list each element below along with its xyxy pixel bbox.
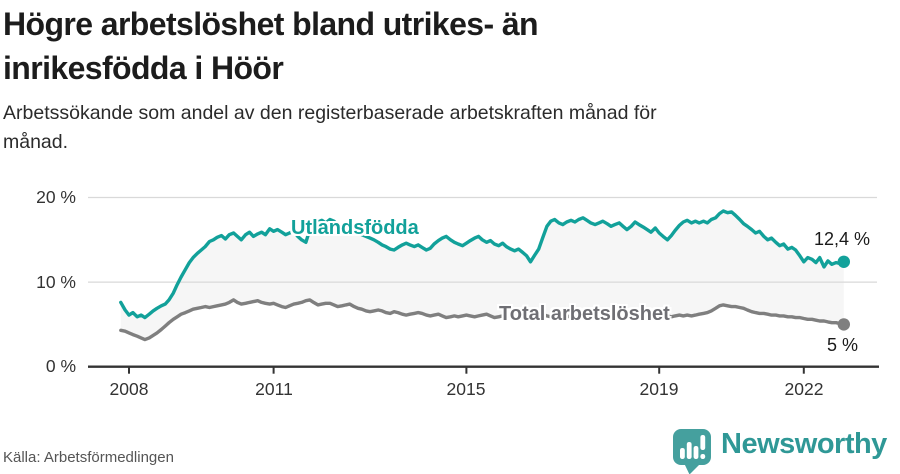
- series-label-total-arbetsloshet: Total arbetslöshet: [499, 303, 670, 325]
- newsworthy-wordmark: Newsworthy: [721, 428, 887, 460]
- chart-subtitle: Arbetssökande som andel av den registerb…: [3, 99, 843, 157]
- x-tick-label-2015: 2015: [446, 379, 486, 399]
- newsworthy-bubble-chart-icon: [673, 429, 711, 474]
- x-tick-label-2011: 2011: [255, 379, 293, 399]
- title-line-2: inrikesfödda i Höör: [3, 50, 284, 86]
- title-line-1: Högre arbetslöshet bland utrikes- än: [3, 6, 539, 42]
- x-tick-label-2019: 2019: [639, 379, 679, 399]
- y-tick-label-20: 20 %: [36, 187, 76, 207]
- newsworthy-logo[interactable]: Newsworthy: [672, 426, 898, 474]
- page-title: Högre arbetslöshet bland utrikes- än inr…: [3, 2, 743, 90]
- subtitle-line-2: månad.: [3, 131, 69, 153]
- x-tick-label-2022: 2022: [784, 379, 824, 399]
- source-credit: Källa: Arbetsförmedlingen: [3, 449, 174, 466]
- subtitle-line-1: Arbetssökande som andel av den registerb…: [3, 102, 657, 124]
- end-value-label-total: 5 %: [826, 335, 858, 355]
- end-value-label-utlandsfodda: 12,4 %: [813, 229, 870, 249]
- y-tick-label-0: 0 %: [45, 356, 76, 376]
- series-label-utlandsfodda: Utlandsfödda: [291, 217, 419, 239]
- y-tick-label-10: 10 %: [36, 272, 76, 292]
- x-tick-label-2008: 2008: [109, 379, 149, 399]
